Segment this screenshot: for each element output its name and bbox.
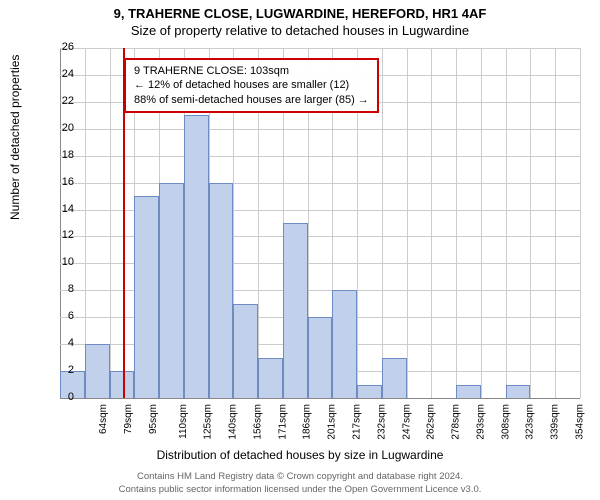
y-tick: 12	[44, 229, 74, 241]
histogram-bar	[110, 371, 135, 398]
gridline-h	[60, 48, 580, 49]
gridline-v	[456, 48, 457, 398]
x-tick: 354sqm	[574, 404, 585, 440]
x-tick: 308sqm	[500, 404, 511, 440]
footer: Contains HM Land Registry data © Crown c…	[0, 471, 600, 496]
y-tick: 10	[44, 256, 74, 268]
footer-line-2: Contains public sector information licen…	[0, 484, 600, 496]
y-tick: 16	[44, 176, 74, 188]
histogram-bar	[283, 223, 308, 398]
histogram-bar	[159, 183, 184, 398]
histogram-bar	[382, 358, 407, 398]
y-axis-label: Number of detached properties	[8, 55, 22, 220]
x-axis-label: Distribution of detached houses by size …	[0, 448, 600, 462]
x-tick: 95sqm	[148, 404, 159, 434]
gridline-h	[60, 129, 580, 130]
x-axis-line	[60, 398, 580, 399]
histogram-bar	[456, 385, 481, 398]
histogram-bar	[85, 344, 110, 398]
footer-line-1: Contains HM Land Registry data © Crown c…	[0, 471, 600, 483]
gridline-v	[110, 48, 111, 398]
x-tick: 79sqm	[123, 404, 134, 434]
y-tick: 26	[44, 41, 74, 53]
x-tick: 140sqm	[228, 404, 239, 440]
gridline-v	[481, 48, 482, 398]
y-tick: 20	[44, 122, 74, 134]
info-line-2: ← 12% of detached houses are smaller (12…	[134, 78, 369, 92]
histogram-bar	[258, 358, 283, 398]
chart-container: 9, TRAHERNE CLOSE, LUGWARDINE, HEREFORD,…	[0, 0, 600, 500]
info-box: 9 TRAHERNE CLOSE: 103sqm ← 12% of detach…	[124, 58, 379, 113]
x-tick: 201sqm	[327, 404, 338, 440]
histogram-bar	[209, 183, 234, 398]
histogram-bar	[506, 385, 531, 398]
histogram-bar	[357, 385, 382, 398]
x-tick: 217sqm	[352, 404, 363, 440]
y-tick: 4	[44, 337, 74, 349]
gridline-h	[60, 156, 580, 157]
gridline-v	[506, 48, 507, 398]
x-tick: 125sqm	[203, 404, 214, 440]
x-tick: 293sqm	[475, 404, 486, 440]
x-tick: 247sqm	[401, 404, 412, 440]
gridline-v	[407, 48, 408, 398]
gridline-v	[530, 48, 531, 398]
address-title: 9, TRAHERNE CLOSE, LUGWARDINE, HEREFORD,…	[0, 0, 600, 21]
x-tick: 339sqm	[550, 404, 561, 440]
y-tick: 8	[44, 283, 74, 295]
y-tick: 22	[44, 95, 74, 107]
x-tick: 64sqm	[98, 404, 109, 434]
info-line-1: 9 TRAHERNE CLOSE: 103sqm	[134, 64, 369, 78]
y-tick: 6	[44, 310, 74, 322]
info-line-3: 88% of semi-detached houses are larger (…	[134, 93, 369, 107]
y-tick: 18	[44, 149, 74, 161]
gridline-v	[555, 48, 556, 398]
plot-area: 9 TRAHERNE CLOSE: 103sqm ← 12% of detach…	[60, 48, 580, 398]
y-tick: 0	[44, 391, 74, 403]
subtitle: Size of property relative to detached ho…	[0, 21, 600, 42]
x-tick: 278sqm	[451, 404, 462, 440]
gridline-v	[431, 48, 432, 398]
x-tick: 171sqm	[277, 404, 288, 440]
x-tick: 232sqm	[376, 404, 387, 440]
histogram-bar	[184, 115, 209, 398]
histogram-bar	[134, 196, 159, 398]
histogram-bar	[233, 304, 258, 398]
y-tick: 2	[44, 364, 74, 376]
gridline-h	[60, 183, 580, 184]
x-tick: 323sqm	[525, 404, 536, 440]
histogram-bar	[308, 317, 333, 398]
histogram-bar	[332, 290, 357, 398]
y-tick: 14	[44, 203, 74, 215]
gridline-v	[580, 48, 581, 398]
x-tick: 186sqm	[302, 404, 313, 440]
x-tick: 156sqm	[253, 404, 264, 440]
x-tick: 110sqm	[178, 404, 189, 439]
gridline-v	[382, 48, 383, 398]
y-tick: 24	[44, 68, 74, 80]
x-tick: 262sqm	[426, 404, 437, 440]
